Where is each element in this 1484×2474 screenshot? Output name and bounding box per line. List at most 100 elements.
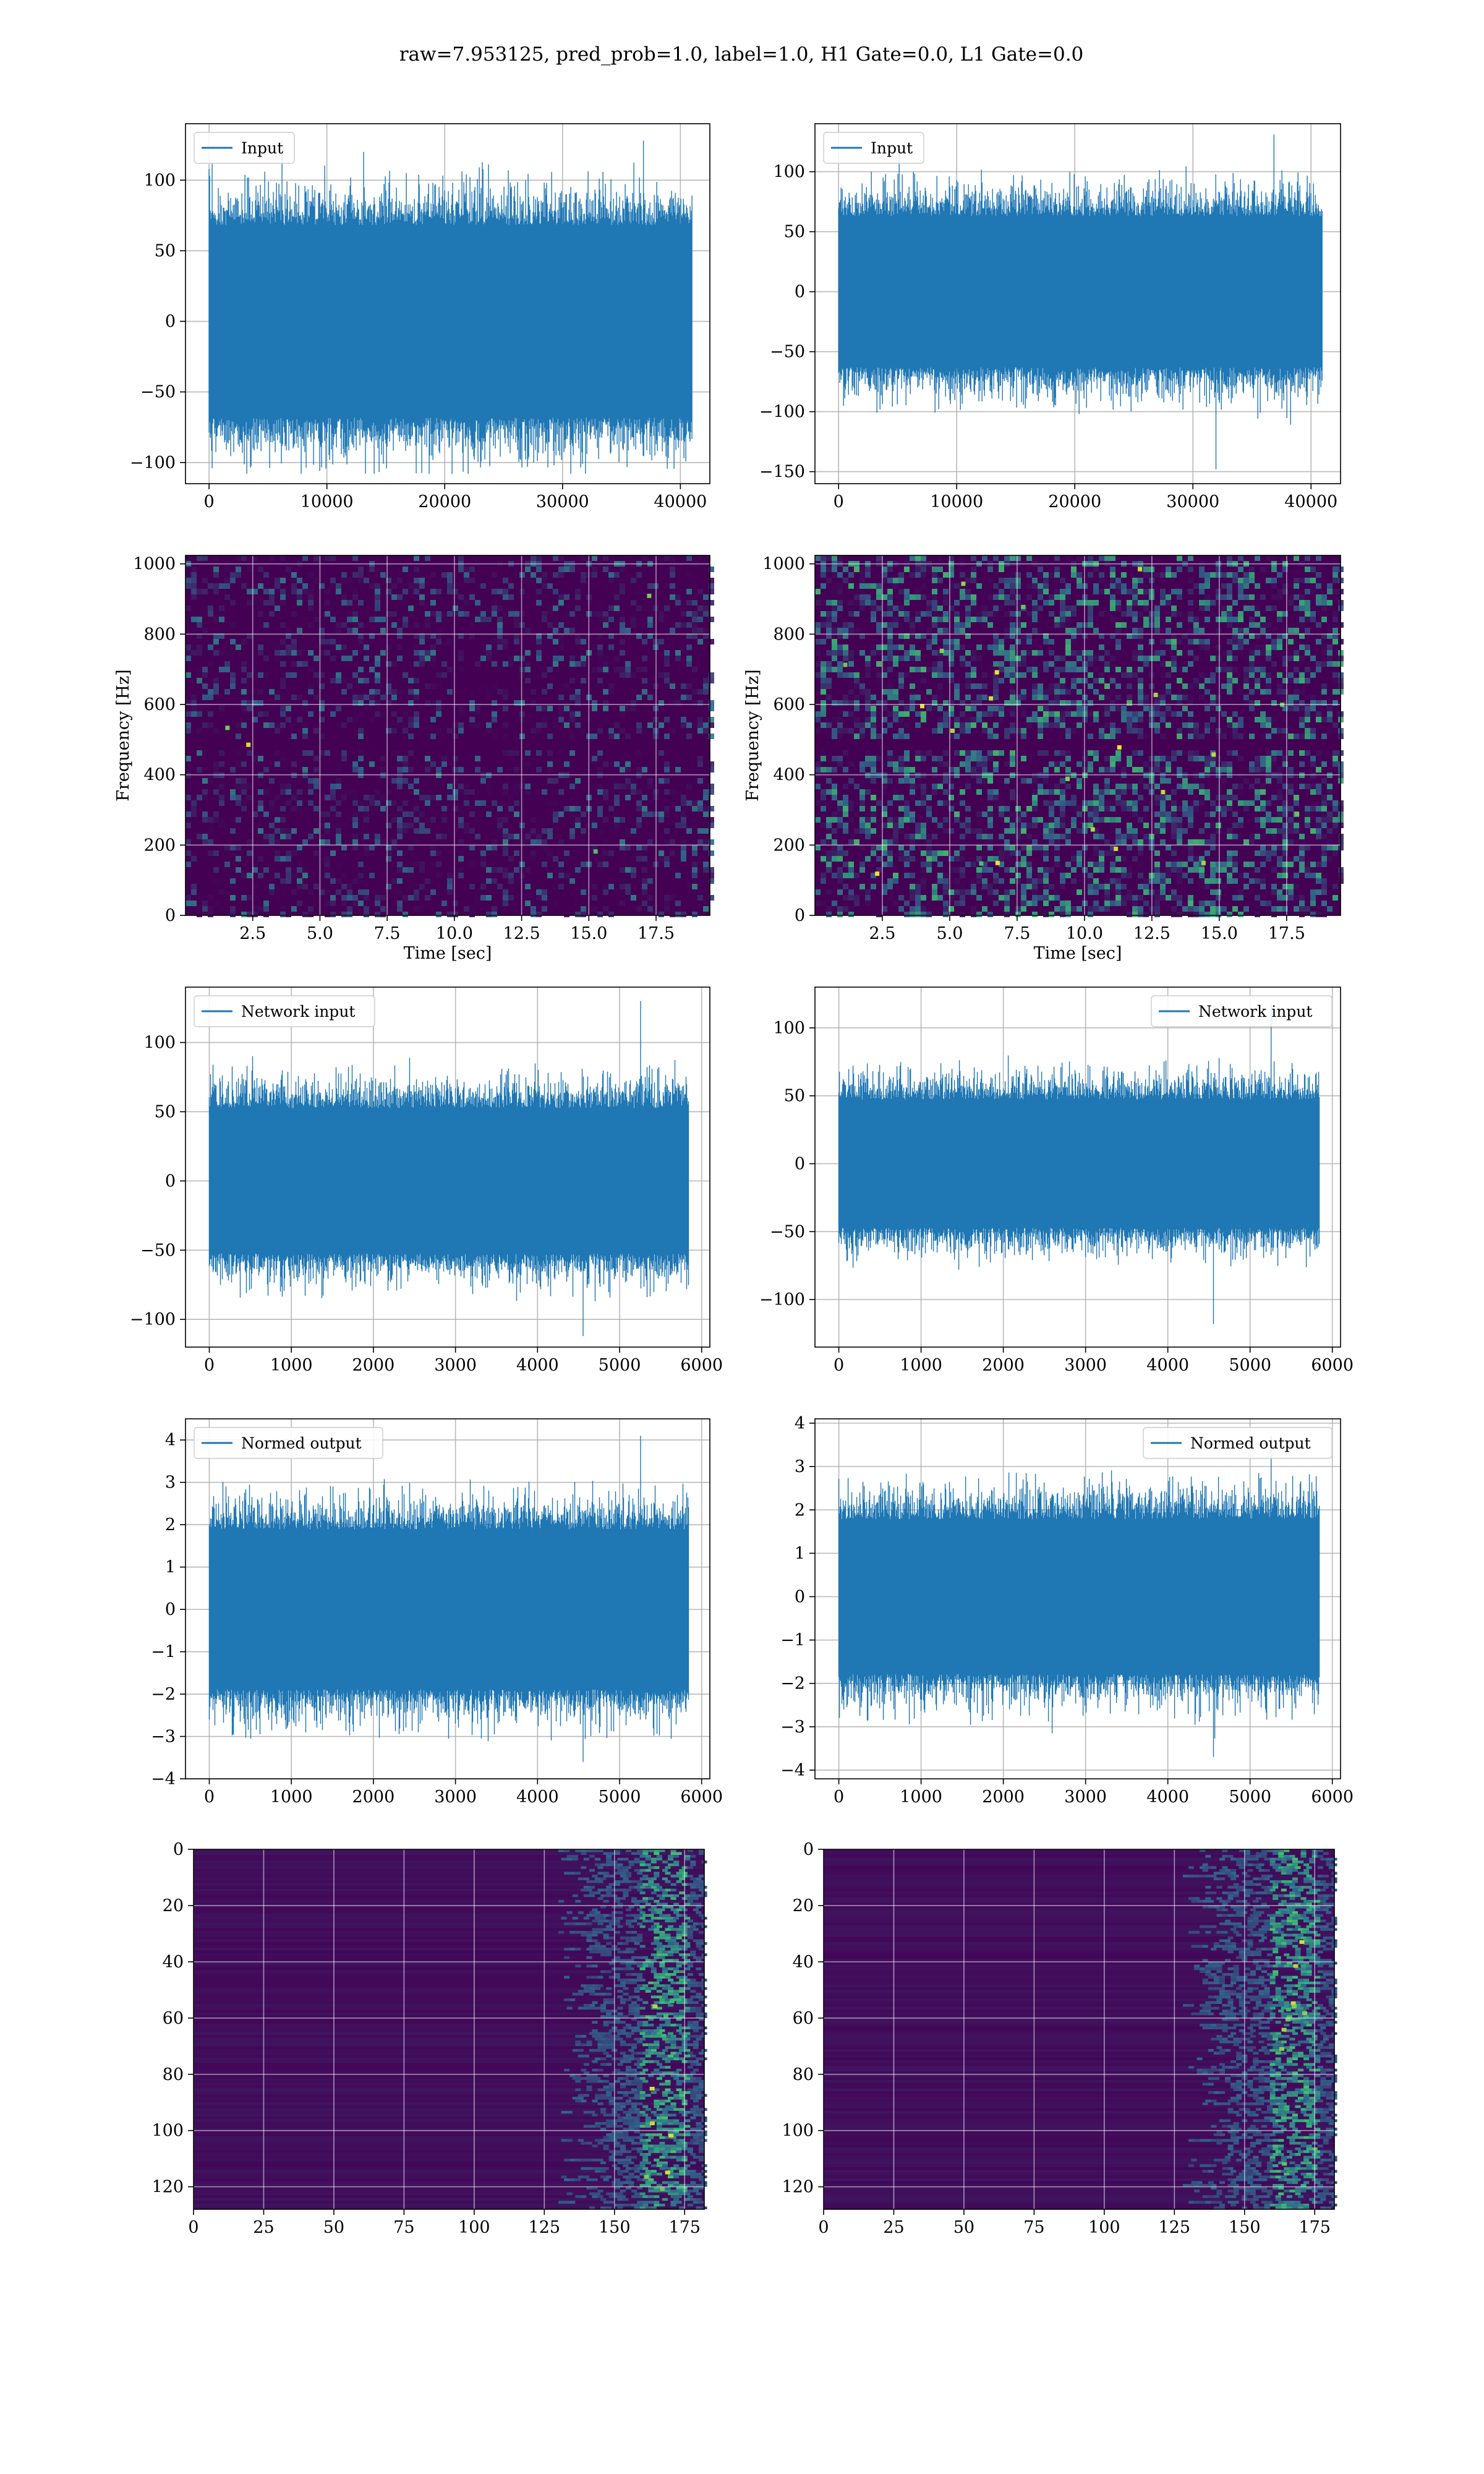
heatmap-cell <box>1143 823 1149 828</box>
heatmap-cell <box>453 901 458 906</box>
heatmap-cell <box>965 661 971 667</box>
heatmap-cell <box>581 912 586 917</box>
heatmap-cell <box>1104 789 1110 795</box>
heatmap-cell <box>915 817 921 823</box>
heatmap-cell <box>1049 611 1054 617</box>
heatmap-cell <box>1305 728 1310 734</box>
heatmap-cell <box>592 572 597 578</box>
heatmap-cell <box>1321 756 1327 761</box>
heatmap-cell <box>1127 661 1132 667</box>
heatmap-cell <box>286 912 291 917</box>
heatmap-cell <box>1321 839 1327 845</box>
heatmap-cell <box>1171 661 1177 667</box>
heatmap-cell <box>1143 572 1149 578</box>
heatmap-cell <box>224 656 230 661</box>
heatmap-cell <box>1305 722 1310 728</box>
heatmap-cell <box>821 622 826 628</box>
heatmap-cell <box>436 895 441 901</box>
heatmap-cell <box>391 583 397 589</box>
heatmap-cell <box>1015 784 1021 789</box>
heatmap-cell <box>1015 689 1021 695</box>
heatmap-cell <box>219 889 224 895</box>
heatmap-cell <box>1115 839 1121 845</box>
heatmap-cell <box>380 555 386 561</box>
heatmap-cell <box>865 717 871 722</box>
heatmap-cell <box>1154 722 1160 728</box>
heatmap-cell <box>999 800 1004 806</box>
heatmap-cell <box>976 683 982 689</box>
heatmap-cell <box>291 672 297 678</box>
heatmap-cell <box>1249 578 1255 583</box>
heatmap-cell <box>1065 834 1071 839</box>
heatmap-cell <box>709 734 714 739</box>
heatmap-cell <box>1121 711 1127 717</box>
heatmap-cell <box>1266 656 1271 661</box>
heatmap-cell <box>965 784 971 789</box>
heatmap-cell <box>341 789 347 795</box>
heatmap-cell <box>1199 683 1205 689</box>
heatmap-cell <box>241 689 247 695</box>
heatmap-cell <box>1104 800 1110 806</box>
heatmap-cell <box>943 773 949 778</box>
heatmap-cell <box>525 650 531 656</box>
heatmap-cell <box>375 583 380 589</box>
heatmap-cell <box>871 761 876 767</box>
heatmap-cell <box>386 823 391 828</box>
heatmap-cell <box>692 901 697 906</box>
heatmap-cell <box>636 728 642 734</box>
heatmap-cell <box>1333 750 1338 756</box>
heatmap-cell <box>213 750 219 756</box>
heatmap-cell <box>263 912 269 917</box>
heatmap-cell <box>937 761 943 767</box>
heatmap-cell <box>681 850 686 856</box>
heatmap-cell <box>1099 611 1104 617</box>
heatmap-cell <box>441 683 447 689</box>
heatmap-cell <box>859 800 865 806</box>
heatmap-cell <box>1088 823 1093 828</box>
heatmap-cell <box>258 789 263 795</box>
heatmap-cell <box>575 617 581 622</box>
heatmap-cell <box>1104 717 1110 722</box>
heatmap-cell <box>1171 695 1177 700</box>
heatmap-cell <box>447 589 453 594</box>
heatmap-cell <box>709 578 714 583</box>
heatmap-cell <box>308 750 313 756</box>
heatmap-cell <box>213 617 219 622</box>
heatmap-cell <box>397 628 403 633</box>
heatmap-cell <box>1015 639 1021 644</box>
heatmap-cell <box>1015 728 1021 734</box>
heatmap-cell <box>1043 661 1049 667</box>
heatmap-cell <box>937 823 943 828</box>
heatmap-cell <box>1065 628 1071 633</box>
heatmap-cell <box>821 683 826 689</box>
heatmap-cell <box>625 795 631 800</box>
heatmap-cell <box>436 589 441 594</box>
heatmap-cell <box>219 667 224 672</box>
heatmap-cell <box>1015 734 1021 739</box>
heatmap-cell <box>1099 795 1104 800</box>
heatmap-cell <box>1255 678 1260 683</box>
heatmap-cell <box>965 594 971 600</box>
heatmap-cell <box>1093 834 1099 839</box>
heatmap-cell <box>636 589 642 594</box>
heatmap-cell <box>297 628 302 633</box>
heatmap-cell <box>1221 555 1227 561</box>
heatmap-cell <box>1021 823 1026 828</box>
heatmap-cell <box>620 856 625 862</box>
heatmap-cell <box>597 600 603 606</box>
heatmap-cell <box>330 583 336 589</box>
heatmap-cell <box>1321 761 1327 767</box>
heatmap-cell <box>1043 578 1049 583</box>
heatmap-cell <box>1088 761 1093 767</box>
heatmap-cell <box>1255 583 1260 589</box>
heatmap-cell <box>1266 756 1271 761</box>
heatmap-cell <box>608 683 614 689</box>
heatmap-cell <box>625 761 631 767</box>
heatmap-cell <box>837 800 843 806</box>
heatmap-cell <box>675 594 681 600</box>
heatmap-cell <box>1277 750 1282 756</box>
heatmap-cell <box>1160 767 1166 773</box>
heatmap-cell <box>887 644 893 650</box>
heatmap-cell <box>1321 600 1327 606</box>
heatmap-cell <box>1205 583 1210 589</box>
